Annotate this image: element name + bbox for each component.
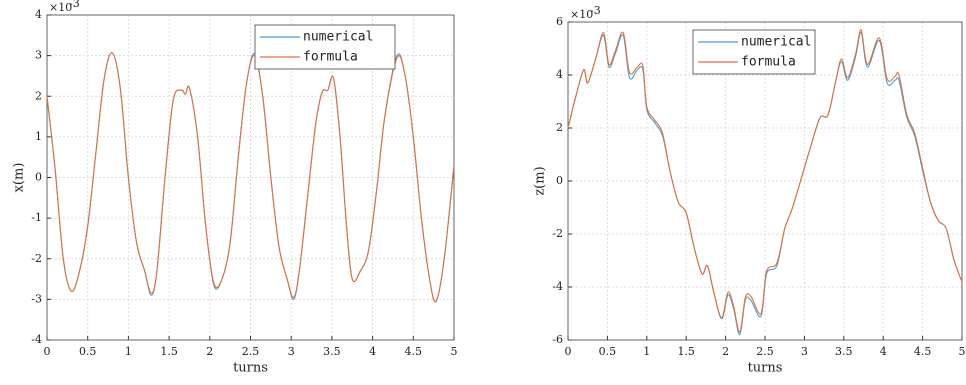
legend-box [692, 29, 816, 75]
y-tick-label: 2 [35, 89, 42, 102]
x-tick-label: 4.5 [914, 345, 932, 358]
y-tick-label: 2 [556, 121, 563, 134]
legend-label: formula [741, 55, 796, 70]
x-tick-label: 1 [643, 345, 650, 358]
series-line [567, 29, 963, 333]
axis-exponent: -3 [590, 4, 601, 17]
x-tick-label: 2.5 [756, 345, 774, 358]
legend-label: numerical [741, 35, 811, 50]
series-line [46, 52, 455, 303]
y-tick-label: 0 [35, 171, 42, 184]
y-tick-label: 3 [35, 49, 42, 62]
y-axis-label: x(m) [12, 163, 27, 193]
y-tick-label: -3 [31, 292, 42, 305]
y-tick-label: 4 [35, 8, 42, 21]
x-tick-label: 5 [959, 345, 966, 358]
x-tick-label: 5 [451, 345, 458, 358]
x-tick-label: 0.5 [599, 345, 617, 358]
y-tick-label: 0 [556, 174, 563, 187]
x-tick-label: 2 [722, 345, 729, 358]
y-tick-label: 1 [35, 130, 42, 143]
y-tick-label: -1 [31, 211, 42, 224]
y-axis-label: z(m) [533, 166, 548, 195]
x-tick-label: 1 [125, 345, 132, 358]
legend-box [254, 24, 396, 70]
x-tick-label: 4.5 [405, 345, 423, 358]
y-tick-label: 4 [556, 68, 563, 81]
y-tick-label: -2 [552, 227, 563, 240]
x-tick-label: 3.5 [323, 345, 341, 358]
y-tick-label: -6 [552, 333, 563, 346]
axis-multiplier: ×10 [49, 1, 72, 14]
x-axis-label: turns [748, 361, 783, 376]
x-tick-label: 2 [206, 345, 213, 358]
legend-label: numerical [303, 30, 373, 45]
axis-multiplier: ×10 [570, 8, 593, 21]
x-tick-label: 0.5 [79, 345, 97, 358]
x-tick-label: 3.5 [835, 345, 853, 358]
y-tick-label: -2 [31, 252, 42, 265]
axes-frame [567, 21, 963, 341]
series-line [567, 32, 963, 336]
x-tick-label: 4 [369, 345, 376, 358]
axes-frame [46, 14, 455, 341]
y-tick-label: -4 [31, 333, 42, 346]
x-tick-label: 0 [44, 345, 51, 358]
axis-exponent: -3 [69, 0, 80, 10]
x-axis-label: turns [233, 361, 268, 376]
y-tick-label: 6 [556, 15, 563, 28]
x-tick-label: 1.5 [160, 345, 178, 358]
x-tick-label: 1.5 [677, 345, 695, 358]
x-tick-label: 3 [288, 345, 295, 358]
x-tick-label: 4 [880, 345, 887, 358]
y-tick-label: -4 [552, 280, 563, 293]
x-tick-label: 0 [565, 345, 572, 358]
x-tick-label: 3 [801, 345, 808, 358]
x-tick-label: 2.5 [242, 345, 260, 358]
legend-label: formula [303, 50, 358, 65]
